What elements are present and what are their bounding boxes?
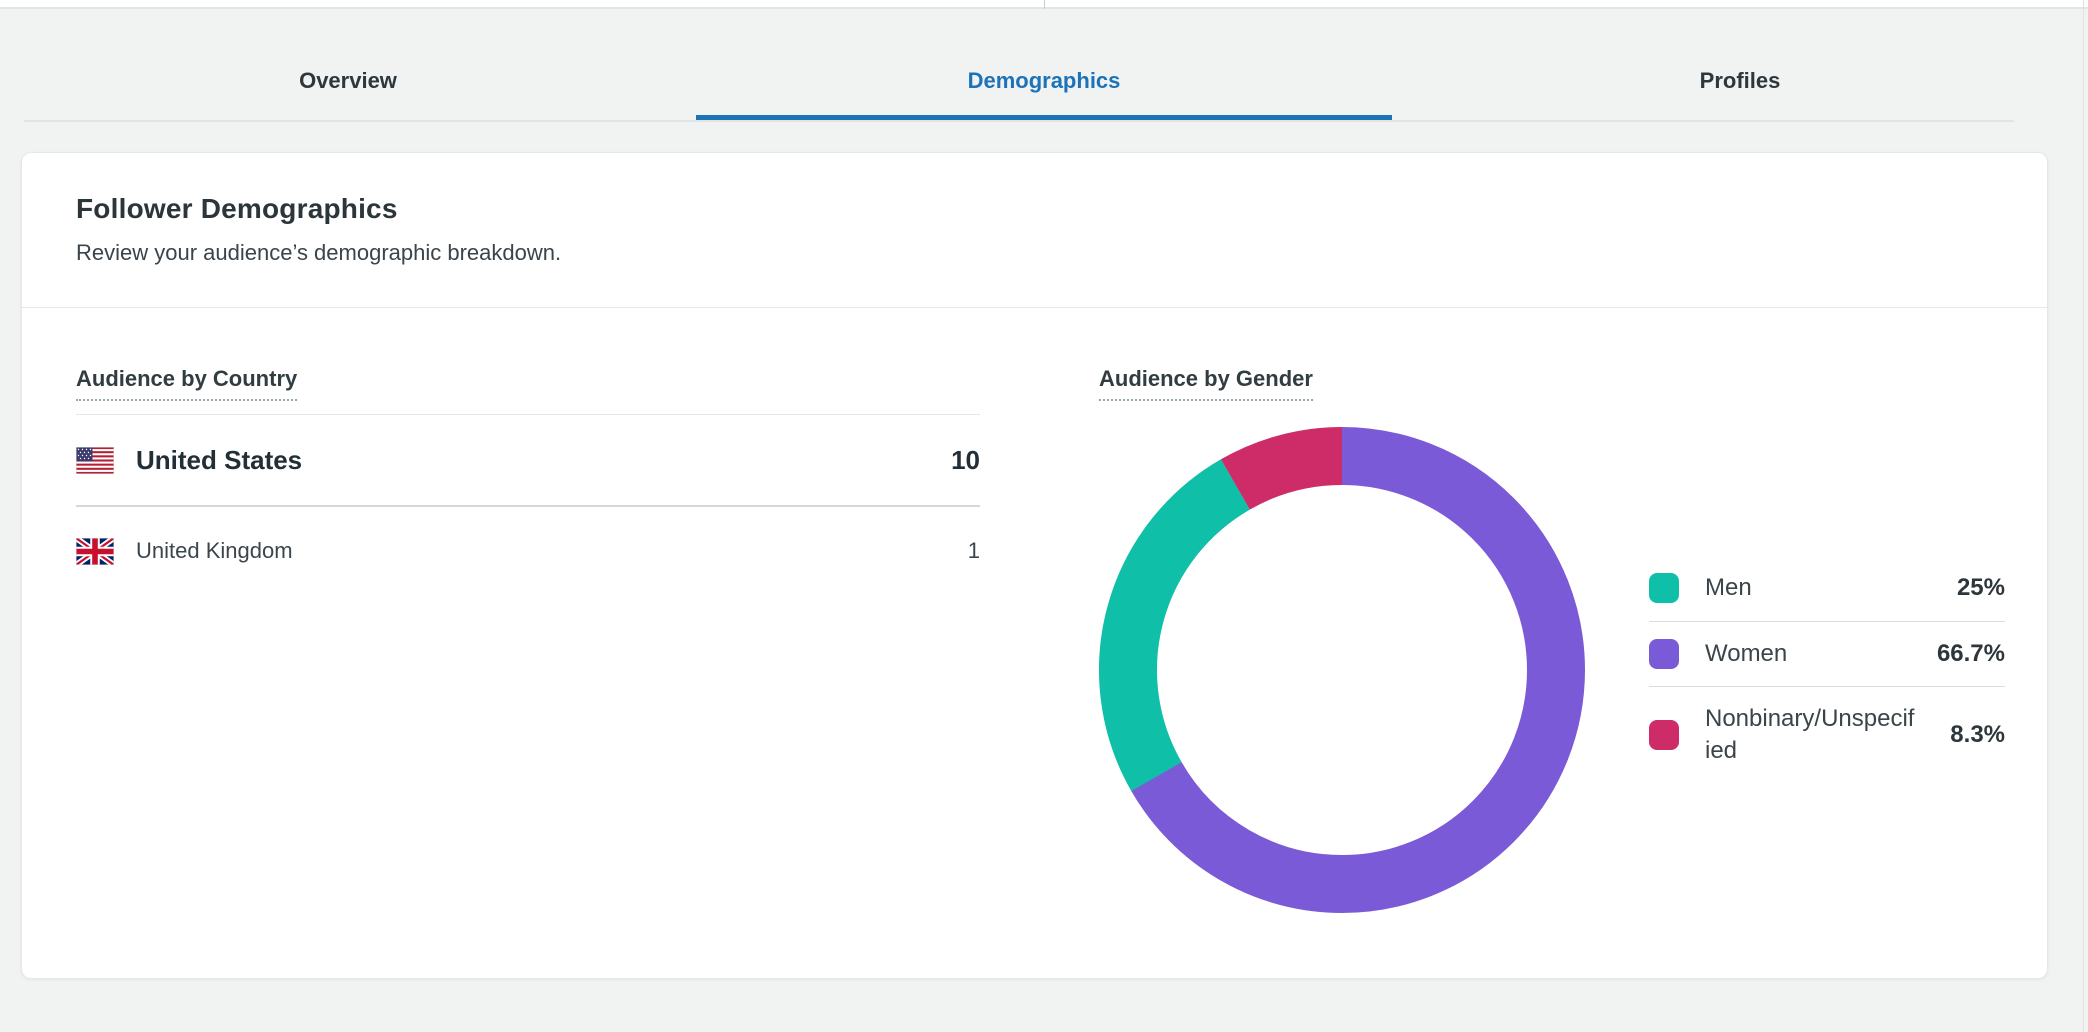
tab-profiles[interactable]: Profiles <box>1392 40 2088 122</box>
analytics-tabbar: Overview Demographics Profiles <box>0 40 2088 122</box>
country-list: United States 10 United Kingdom 1 <box>76 414 980 595</box>
country-name: United States <box>136 444 303 475</box>
table-row: United Kingdom 1 <box>76 507 980 595</box>
follower-demographics-card: Follower Demographics Review your audien… <box>21 152 2048 979</box>
card-subtitle: Review your audience’s demographic break… <box>76 240 562 265</box>
card-title: Follower Demographics <box>76 193 398 224</box>
top-strip-divider <box>1044 0 1045 9</box>
legend-label: Nonbinary/Unspecified <box>1705 705 1915 765</box>
country-value: 1 <box>967 538 980 563</box>
table-row: United States 10 <box>76 415 980 507</box>
gender-donut-chart[interactable] <box>1099 427 1585 913</box>
active-tab-underline <box>696 115 1392 122</box>
tab-profiles-label: Profiles <box>1699 68 1781 93</box>
gb-flag-icon <box>76 537 114 565</box>
us-flag-icon <box>76 446 114 474</box>
country-value: 10 <box>951 444 980 475</box>
legend-value: 25% <box>1956 574 2005 602</box>
legend-value: 8.3% <box>1950 721 2005 749</box>
legend-label: Men <box>1705 574 1752 602</box>
scrollbar-gutter-line <box>2083 0 2084 1032</box>
top-window-strip <box>0 0 2088 9</box>
audience-by-gender-section: Audience by Gender Men 25% Women 66.7% <box>1099 366 2029 913</box>
men-color-swatch <box>1649 573 1679 604</box>
women-color-swatch <box>1649 638 1679 669</box>
legend-item-women: Women 66.7% <box>1649 622 2005 687</box>
nonbinary-color-swatch <box>1649 720 1679 751</box>
donut-segment-nonbinary-unspecified[interactable] <box>1099 427 1585 913</box>
card-header: Follower Demographics Review your audien… <box>22 153 2047 308</box>
tab-demographics-label: Demographics <box>967 68 1121 93</box>
audience-by-country-section: Audience by Country <box>76 366 980 595</box>
country-name: United Kingdom <box>136 538 293 563</box>
legend-label: Women <box>1705 639 1788 667</box>
tabbar-baseline <box>24 120 2014 122</box>
legend-value: 66.7% <box>1936 639 2005 667</box>
legend-item-men: Men 25% <box>1649 556 2005 622</box>
gender-legend: Men 25% Women 66.7% Nonbinary/Unspecifie… <box>1649 556 2005 784</box>
audience-by-country-heading[interactable]: Audience by Country <box>76 366 298 401</box>
tab-overview[interactable]: Overview <box>0 40 696 122</box>
card-body: Audience by Country <box>22 308 2047 978</box>
legend-item-nonbinary: Nonbinary/Unspecified 8.3% <box>1649 687 2005 784</box>
gender-chart-row: Men 25% Women 66.7% Nonbinary/Unspecifie… <box>1099 427 2029 913</box>
tab-demographics[interactable]: Demographics <box>696 40 1392 122</box>
tab-overview-label: Overview <box>299 68 397 93</box>
audience-by-gender-heading[interactable]: Audience by Gender <box>1099 366 1313 401</box>
